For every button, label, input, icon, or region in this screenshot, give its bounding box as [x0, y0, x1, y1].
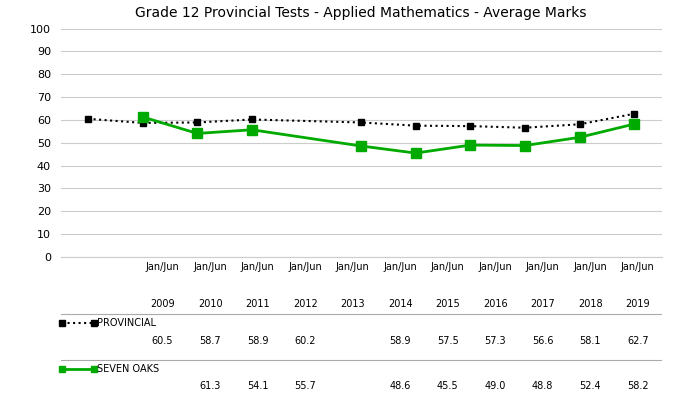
- Text: 58.9: 58.9: [389, 335, 411, 346]
- Text: Jan/Jun: Jan/Jun: [193, 262, 227, 272]
- Text: PROVINCIAL: PROVINCIAL: [97, 319, 156, 328]
- Text: 62.7: 62.7: [627, 335, 649, 346]
- Text: 45.5: 45.5: [437, 381, 458, 391]
- Text: SEVEN OAKS: SEVEN OAKS: [97, 364, 159, 374]
- Text: 60.5: 60.5: [152, 335, 173, 346]
- Text: Jan/Jun: Jan/Jun: [288, 262, 322, 272]
- Text: 2012: 2012: [293, 299, 317, 309]
- Text: 58.1: 58.1: [579, 335, 601, 346]
- Text: 48.6: 48.6: [389, 381, 411, 391]
- Title: Grade 12 Provincial Tests - Applied Mathematics - Average Marks: Grade 12 Provincial Tests - Applied Math…: [136, 7, 587, 20]
- Text: Jan/Jun: Jan/Jun: [573, 262, 607, 272]
- Text: Jan/Jun: Jan/Jun: [241, 262, 275, 272]
- Text: 2015: 2015: [435, 299, 460, 309]
- Text: 49.0: 49.0: [485, 381, 506, 391]
- Text: 2016: 2016: [483, 299, 508, 309]
- Text: Jan/Jun: Jan/Jun: [526, 262, 560, 272]
- Text: 2018: 2018: [578, 299, 603, 309]
- Text: 2013: 2013: [340, 299, 365, 309]
- Text: 58.9: 58.9: [247, 335, 269, 346]
- Text: 2017: 2017: [531, 299, 555, 309]
- Text: Jan/Jun: Jan/Jun: [621, 262, 655, 272]
- Text: 61.3: 61.3: [199, 381, 221, 391]
- Text: Jan/Jun: Jan/Jun: [479, 262, 512, 272]
- Text: 2011: 2011: [245, 299, 270, 309]
- Text: Jan/Jun: Jan/Jun: [146, 262, 180, 272]
- Text: 2009: 2009: [151, 299, 175, 309]
- Text: Jan/Jun: Jan/Jun: [431, 262, 464, 272]
- Text: 56.6: 56.6: [532, 335, 553, 346]
- Text: 58.2: 58.2: [627, 381, 649, 391]
- Text: Jan/Jun: Jan/Jun: [383, 262, 417, 272]
- Text: 54.1: 54.1: [247, 381, 269, 391]
- Text: 57.3: 57.3: [485, 335, 506, 346]
- Text: 55.7: 55.7: [294, 381, 316, 391]
- Text: 58.7: 58.7: [199, 335, 221, 346]
- Text: 2019: 2019: [626, 299, 650, 309]
- Text: 2014: 2014: [388, 299, 412, 309]
- Text: 52.4: 52.4: [579, 381, 601, 391]
- Text: 57.5: 57.5: [437, 335, 458, 346]
- Text: 60.2: 60.2: [294, 335, 316, 346]
- Text: 48.8: 48.8: [532, 381, 553, 391]
- Text: 2010: 2010: [198, 299, 223, 309]
- Text: Jan/Jun: Jan/Jun: [335, 262, 369, 272]
